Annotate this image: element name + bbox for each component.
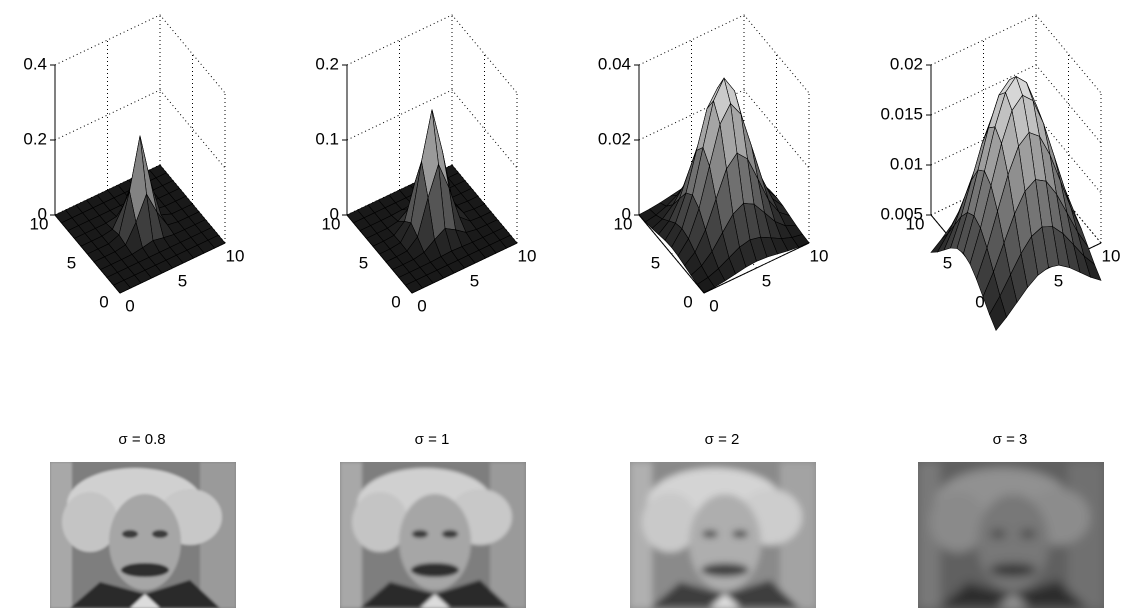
z-tick-label: 0 [330,204,339,223]
image-title: σ = 2 [705,431,740,448]
z-tick-label: 0.01 [890,154,923,173]
x-tick-label: 0 [125,296,134,315]
z-tick-label: 0.2 [315,54,339,73]
grid-line [54,89,226,169]
x-tick-label: 10 [226,246,245,265]
x-tick-label: 10 [1102,246,1121,265]
surface-facet [113,279,131,294]
y-tick-label: 5 [651,253,660,272]
z-tick-label: 0 [622,204,631,223]
image-title: σ = 3 [993,431,1028,448]
y-tick-label: 0 [99,292,108,311]
z-tick-label: 0.02 [598,129,631,148]
grid-line [346,14,518,94]
y-tick-label: 5 [943,253,952,272]
x-tick-label: 5 [762,271,771,290]
image-title: σ = 0.8 [118,431,165,448]
blurred-photo [918,462,1104,608]
grid-line [54,14,226,94]
blurred-photo [340,462,526,608]
z-tick-label: 0.005 [880,204,923,223]
surface-facet [697,277,715,294]
grid-line [930,14,1102,94]
x-tick-label: 5 [1054,271,1063,290]
y-tick-label: 0 [391,292,400,311]
grid-line [346,89,518,169]
y-tick-label: 5 [67,253,76,272]
x-axis [703,242,810,294]
x-tick-label: 10 [518,246,537,265]
y-tick-label: 10 [906,214,925,233]
x-tick-label: 5 [470,271,479,290]
surface-facet [405,279,423,294]
y-tick-label: 0 [975,292,984,311]
y-tick-label: 10 [614,214,633,233]
x-tick-label: 0 [709,296,718,315]
blurred-photo [50,462,236,608]
blurred-photo [630,462,816,608]
z-tick-label: 0.015 [880,104,923,123]
z-tick-label: 0.1 [315,129,339,148]
y-tick-label: 5 [359,253,368,272]
y-tick-label: 0 [683,292,692,311]
x-tick-label: 5 [178,271,187,290]
grid-line [638,89,810,169]
x-tick-label: 10 [810,246,829,265]
grid-line [638,14,810,94]
y-tick-label: 10 [30,214,49,233]
image-title: σ = 1 [415,431,450,448]
z-tick-label: 0.02 [890,54,923,73]
surface-facet [989,295,1007,331]
z-tick-label: 0 [38,204,47,223]
z-tick-label: 0.2 [23,129,47,148]
y-axis [638,214,705,294]
z-tick-label: 0.04 [598,54,631,73]
y-tick-label: 10 [322,214,341,233]
z-tick-label: 0.4 [23,54,47,73]
x-tick-label: 0 [417,296,426,315]
